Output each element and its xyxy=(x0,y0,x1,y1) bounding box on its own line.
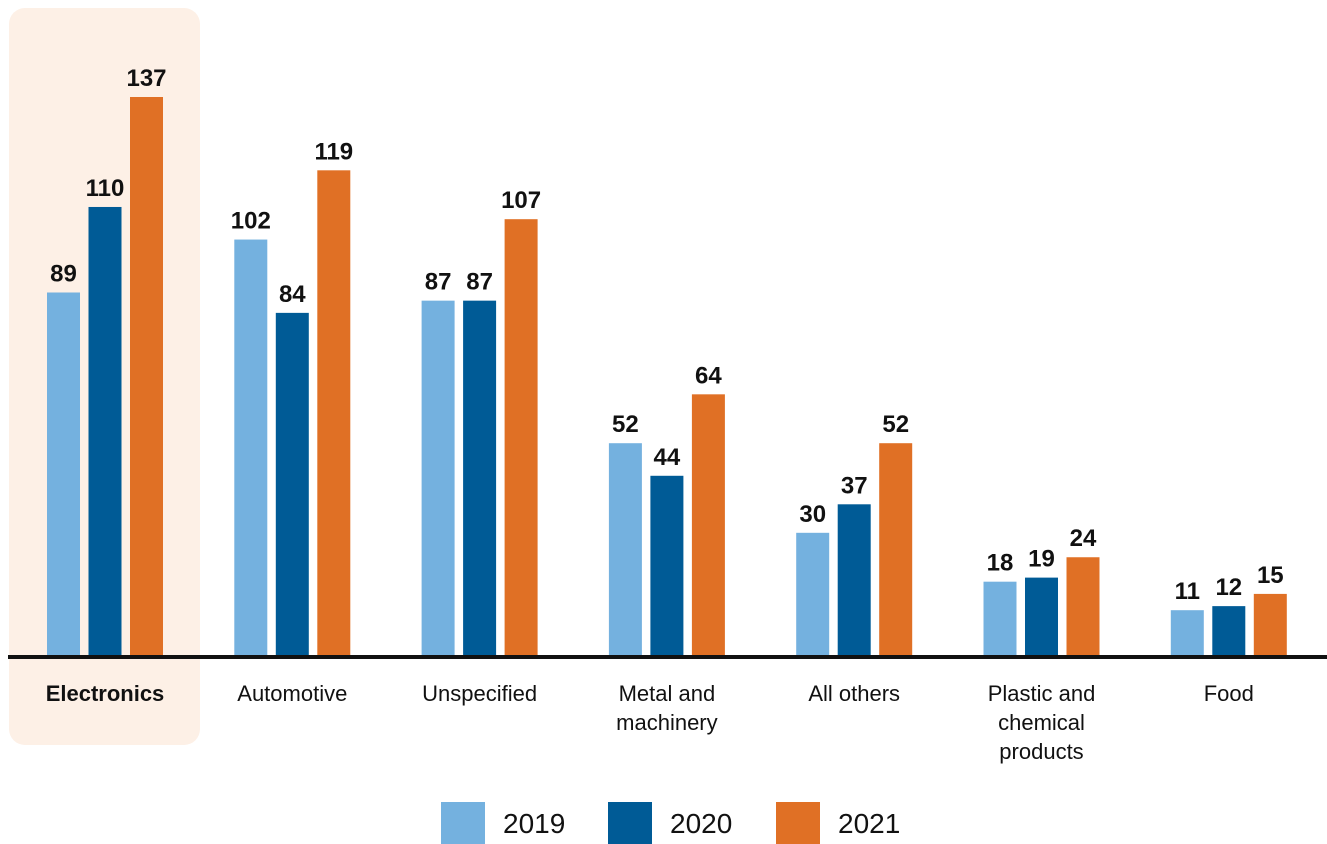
category-label-all-others: All others xyxy=(808,681,900,706)
bar-metal-and-machinery-2019 xyxy=(608,443,642,655)
bar-electronics-2021 xyxy=(130,97,163,655)
bar-electronics-2019 xyxy=(47,292,80,655)
data-label-automotive-2020: 84 xyxy=(279,281,306,308)
data-label-food-2020: 12 xyxy=(1215,574,1242,601)
bar-food-2019 xyxy=(1170,610,1204,655)
legend-swatch-2021 xyxy=(776,802,820,844)
data-label-automotive-2021: 119 xyxy=(314,138,353,165)
data-label-electronics-2021: 137 xyxy=(126,65,166,92)
data-label-plastic-and-chemical-products-2020: 19 xyxy=(1028,546,1055,573)
data-label-metal-and-machinery-2020: 44 xyxy=(654,444,681,471)
bar-automotive-2019 xyxy=(234,239,268,655)
data-label-food-2019: 11 xyxy=(1175,578,1200,605)
legend-swatch-2020 xyxy=(608,802,652,844)
bar-unspecified-2020 xyxy=(463,300,497,655)
legend-label-2020: 2020 xyxy=(670,808,732,839)
category-label-plastic-and-chemical-products: Plastic and chemical products xyxy=(988,681,1096,764)
bar-automotive-2021 xyxy=(317,170,351,655)
bar-automotive-2020 xyxy=(275,312,309,655)
bar-metal-and-machinery-2021 xyxy=(691,394,725,655)
data-label-metal-and-machinery-2021: 64 xyxy=(695,362,722,389)
bar-electronics-2020 xyxy=(88,206,122,655)
bar-plastic-and-chemical-products-2021 xyxy=(1066,557,1100,655)
bar-all-others-2019 xyxy=(796,532,830,655)
data-label-unspecified-2021: 107 xyxy=(501,187,541,214)
bar-plastic-and-chemical-products-2020 xyxy=(1025,577,1058,655)
data-label-food-2021: 15 xyxy=(1257,562,1284,589)
data-label-automotive-2019: 102 xyxy=(231,208,271,235)
data-label-plastic-and-chemical-products-2021: 24 xyxy=(1070,525,1097,552)
category-label-food: Food xyxy=(1204,681,1254,706)
category-label-metal-and-machinery: Metal and machinery xyxy=(616,681,717,735)
bar-all-others-2020 xyxy=(837,504,871,655)
data-label-all-others-2019: 30 xyxy=(799,501,826,528)
data-label-all-others-2021: 52 xyxy=(882,411,909,438)
bar-food-2021 xyxy=(1253,593,1287,655)
category-label-automotive: Automotive xyxy=(237,681,347,706)
category-label-electronics: Electronics xyxy=(46,681,165,706)
bar-metal-and-machinery-2020 xyxy=(650,475,684,655)
data-label-metal-and-machinery-2019: 52 xyxy=(612,411,639,438)
data-label-all-others-2020: 37 xyxy=(841,472,868,499)
bar-unspecified-2021 xyxy=(504,219,538,656)
data-label-electronics-2019: 89 xyxy=(50,261,77,288)
category-label-unspecified: Unspecified xyxy=(422,681,537,706)
data-label-electronics-2020: 110 xyxy=(86,175,125,202)
legend-label-2021: 2021 xyxy=(838,808,900,839)
data-label-plastic-and-chemical-products-2019: 18 xyxy=(987,550,1014,577)
legend-label-2019: 2019 xyxy=(503,808,565,839)
data-label-unspecified-2019: 87 xyxy=(425,269,452,296)
bar-unspecified-2019 xyxy=(421,300,455,655)
bar-food-2020 xyxy=(1212,606,1246,655)
data-label-unspecified-2020: 87 xyxy=(466,269,493,296)
bar-plastic-and-chemical-products-2019 xyxy=(983,581,1017,655)
bar-all-others-2021 xyxy=(879,443,913,655)
legend-swatch-2019 xyxy=(441,802,485,844)
